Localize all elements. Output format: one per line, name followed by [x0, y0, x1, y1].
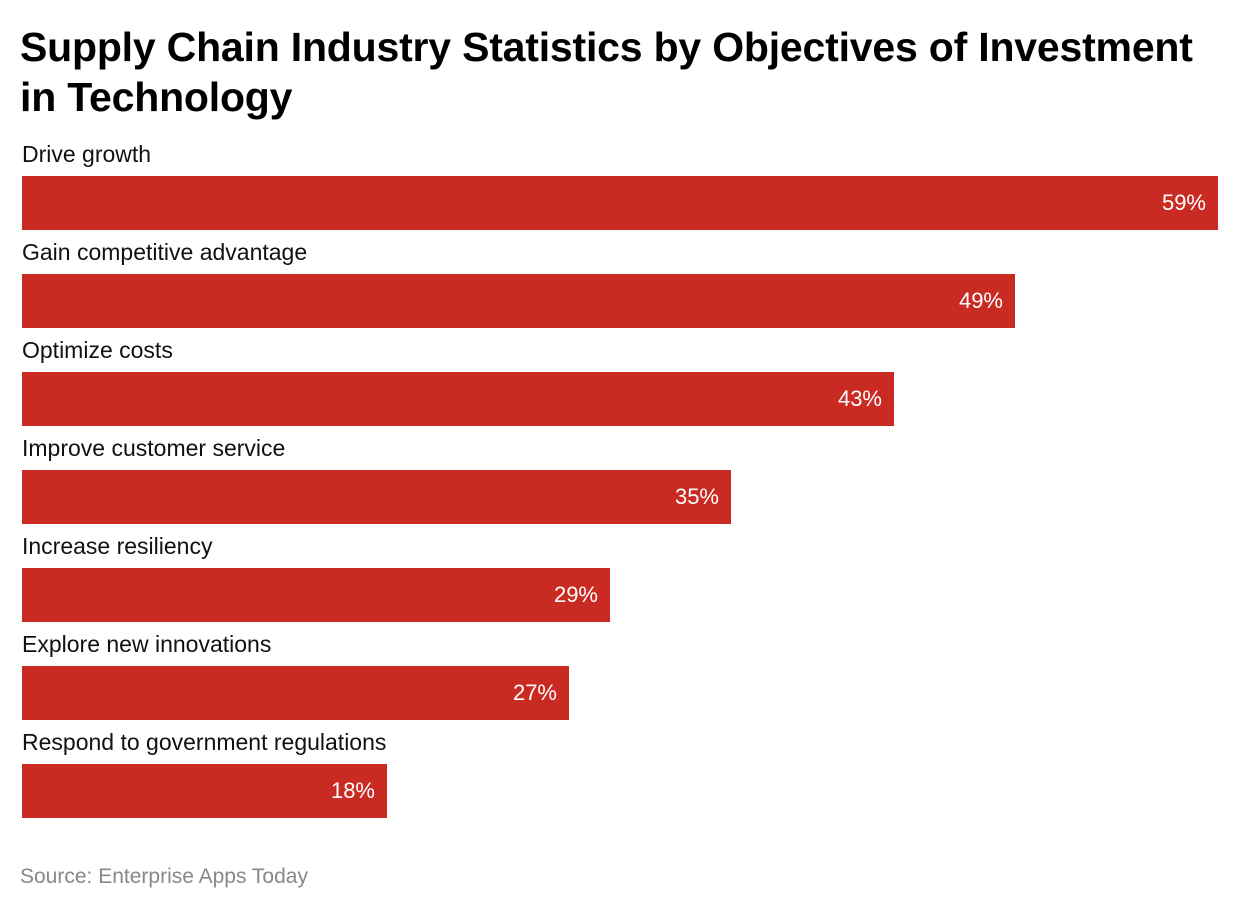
- bar-value-label: 43%: [837, 386, 882, 411]
- category-label: Explore new innovations: [22, 631, 272, 657]
- bar-track: 49%: [22, 274, 1218, 328]
- bar-track: 29%: [22, 568, 1218, 622]
- bar-row: Optimize costs 43%: [22, 334, 1218, 432]
- bar-row: Increase resiliency 29%: [22, 530, 1218, 628]
- bar: 49%: [22, 274, 1015, 328]
- bar-track: 59%: [22, 176, 1218, 230]
- bar-chart: Drive growth 59% Gain competitive advantag…: [22, 138, 1218, 824]
- bar-row: Improve customer service 35%: [22, 432, 1218, 530]
- bar-track: 35%: [22, 470, 1218, 524]
- bar-value-label: 49%: [958, 288, 1003, 313]
- bar-value-label: 59%: [1161, 190, 1206, 215]
- bar-row: Gain competitive advantage 49%: [22, 236, 1218, 334]
- bar: 59%: [22, 176, 1218, 230]
- bar: 43%: [22, 372, 894, 426]
- bar-value-label: 35%: [674, 484, 719, 509]
- bar: 18%: [22, 764, 387, 818]
- chart-title: Supply Chain Industry Statistics by Obje…: [20, 24, 1193, 120]
- bar: 29%: [22, 568, 610, 622]
- bar: 27%: [22, 666, 569, 720]
- category-label: Increase resiliency: [22, 533, 213, 559]
- source-note: Source: Enterprise Apps Today: [20, 865, 308, 888]
- category-label: Improve customer service: [22, 435, 286, 461]
- bar: 35%: [22, 470, 731, 524]
- bar-row: Respond to government regulations 18%: [22, 726, 1218, 824]
- bar-track: 43%: [22, 372, 1218, 426]
- category-label: Gain competitive advantage: [22, 239, 308, 265]
- bar-value-label: 29%: [553, 582, 598, 607]
- bar-track: 27%: [22, 666, 1218, 720]
- category-label: Respond to government regulations: [22, 729, 387, 755]
- category-label: Optimize costs: [22, 337, 173, 363]
- category-label: Drive growth: [22, 141, 152, 167]
- bar-track: 18%: [22, 764, 1218, 818]
- bar-value-label: 18%: [330, 778, 375, 803]
- bar-row: Drive growth 59%: [22, 138, 1218, 236]
- bar-value-label: 27%: [512, 680, 557, 705]
- bar-row: Explore new innovations 27%: [22, 628, 1218, 726]
